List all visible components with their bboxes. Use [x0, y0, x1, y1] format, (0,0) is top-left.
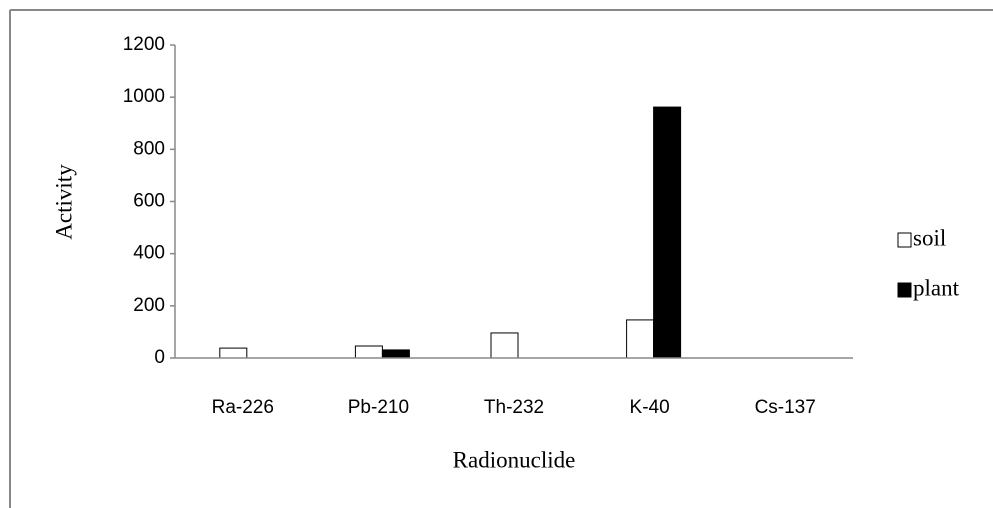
- bar: [354, 345, 383, 359]
- y-tick-label: 600: [133, 191, 165, 212]
- bar: [626, 319, 655, 359]
- y-tick-label: 1000: [123, 86, 165, 107]
- legend-label: plant: [913, 275, 960, 300]
- legend-label: soil: [913, 225, 946, 250]
- bar: [653, 106, 682, 359]
- y-axis-label: Activity: [51, 164, 76, 240]
- x-tick-label: Cs-137: [755, 397, 816, 418]
- bar: [490, 332, 519, 359]
- bar: [219, 347, 248, 359]
- legend-swatch: [897, 282, 912, 298]
- y-tick-label: 800: [133, 138, 165, 159]
- x-tick-label: Ra-226: [212, 397, 274, 418]
- x-tick-label: Pb-210: [348, 397, 409, 418]
- y-tick-label: 200: [133, 295, 165, 316]
- x-tick-label: Th-232: [484, 397, 544, 418]
- y-tick-label: 0: [154, 347, 165, 368]
- y-tick-label: 1200: [123, 34, 165, 55]
- legend-swatch: [897, 232, 912, 248]
- y-tick-label: 400: [133, 243, 165, 264]
- x-tick-label: K-40: [630, 397, 670, 418]
- x-axis-label: Radionuclide: [453, 447, 576, 472]
- bar: [381, 349, 410, 359]
